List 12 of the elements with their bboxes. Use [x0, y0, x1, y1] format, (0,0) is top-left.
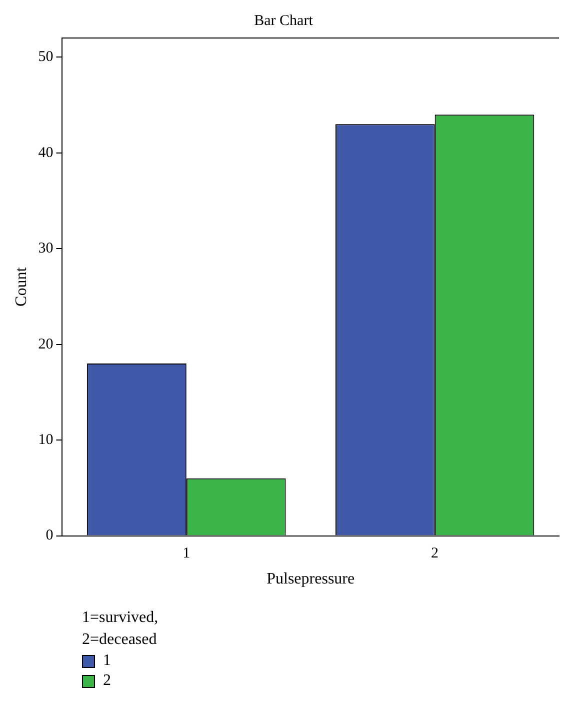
x-axis-title: Pulsepressure — [266, 570, 355, 588]
y-tick-label: 20 — [38, 336, 54, 352]
y-tick-label: 30 — [38, 240, 54, 257]
legend-label: 1 — [103, 651, 111, 671]
legend-title: 1=survived, 2=deceased — [82, 608, 160, 650]
y-tick-label: 40 — [38, 144, 54, 161]
y-axis-title: Count — [12, 266, 30, 306]
chart-title: Bar Chart — [254, 12, 314, 29]
y-tick-label: 0 — [46, 528, 54, 544]
y-tick-label: 50 — [38, 49, 54, 66]
y-tick-label: 10 — [38, 432, 54, 448]
legend-label: 2 — [103, 671, 111, 691]
